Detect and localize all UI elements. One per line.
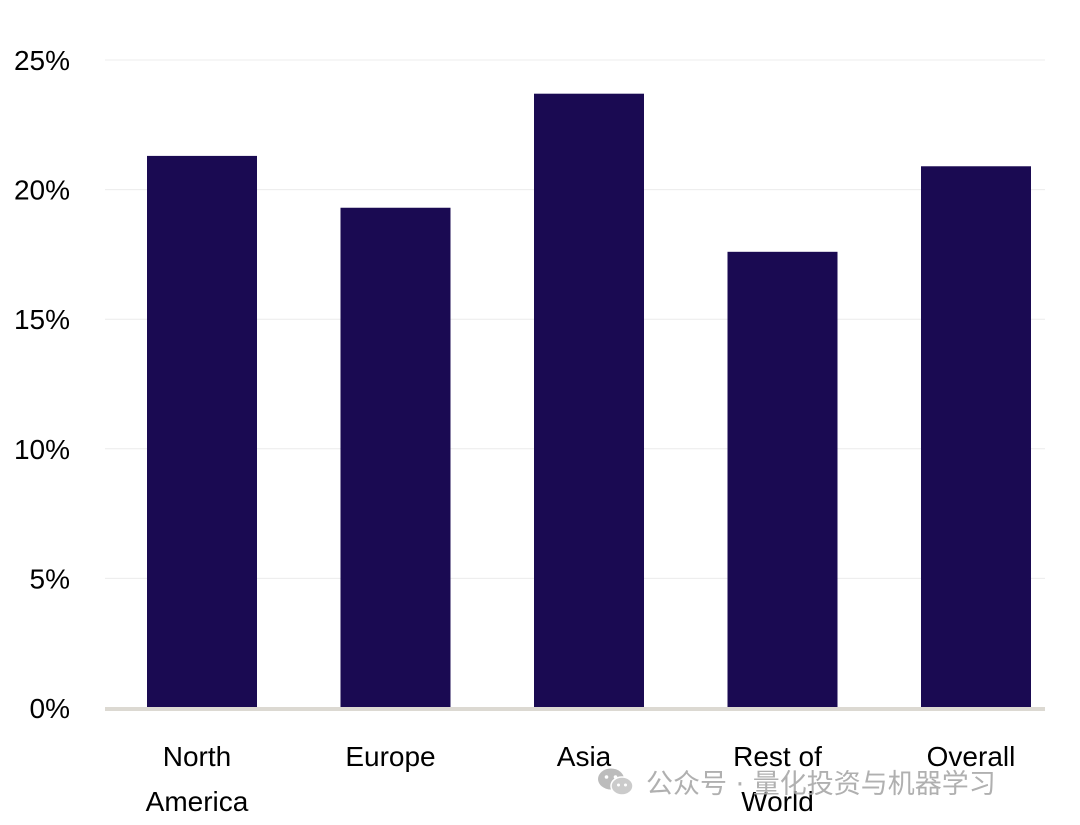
bar <box>921 166 1031 709</box>
y-tick-label: 25% <box>14 45 70 76</box>
bar <box>727 251 838 709</box>
watermark: 公众号 · 量化投资与机器学习 <box>596 762 996 801</box>
bar <box>534 93 644 709</box>
y-tick-label: 20% <box>14 175 70 206</box>
x-tick-label: Overall <box>927 741 1016 772</box>
bar <box>147 155 257 709</box>
y-tick-label: 10% <box>14 434 70 465</box>
y-tick-label: 5% <box>30 563 70 594</box>
bars <box>147 93 1031 709</box>
x-tick-label: Rest of World <box>733 741 822 817</box>
x-axis-labels: North America Europe Asia Rest of World Overal… <box>146 741 1016 817</box>
wechat-icon <box>598 768 634 796</box>
x-tick-label: Asia <box>557 741 612 772</box>
y-axis-ticks: 0% 5% 10% 15% 20% 25% <box>14 45 70 724</box>
x-tick-label: North America <box>146 741 249 817</box>
x-tick-label: Europe <box>345 741 435 772</box>
watermark-text: 公众号 · 量化投资与机器学习 <box>646 769 996 800</box>
bar <box>340 207 451 708</box>
y-tick-label: 0% <box>30 693 70 724</box>
y-tick-label: 15% <box>14 304 70 335</box>
